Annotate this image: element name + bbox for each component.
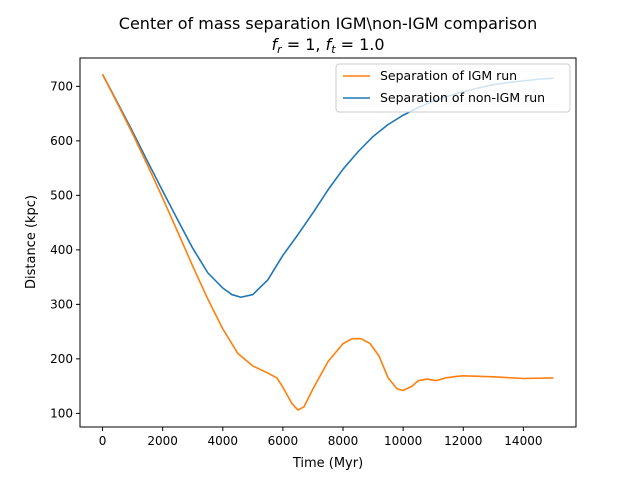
x-tick-label: 14000 [504,434,542,448]
x-tick-label: 0 [99,434,107,448]
x-tick-label: 6000 [268,434,299,448]
fr-subscript: r [277,43,283,56]
y-tick-label: 100 [50,406,73,420]
ft-symbol: f [326,35,334,54]
y-tick-label: 400 [50,243,73,257]
y-tick-label: 300 [50,297,73,311]
fr-value: = 1, [282,35,326,54]
x-axis-label: Time (Myr) [292,456,363,471]
series-line-igm [101,73,554,411]
x-tick-label: 8000 [328,434,359,448]
ft-value: = 1.0 [336,35,385,54]
plot-lines [101,73,554,411]
legend: Separation of IGM run Separation of non-… [335,63,571,113]
y-tick-label: 200 [50,352,73,366]
x-tick-label: 10000 [384,434,422,448]
y-axis-ticks: 100 200 300 400 500 600 700 [50,79,80,420]
y-axis-label: Distance (kpc) [24,195,39,289]
x-tick-label: 12000 [444,434,482,448]
legend-box [335,63,571,113]
y-tick-label: 600 [50,134,73,148]
x-tick-label: 2000 [147,434,178,448]
legend-label-igm: Separation of IGM run [380,68,517,83]
chart-subtitle: fr = 1, ft = 1.0 [271,35,384,56]
y-tick-label: 700 [50,79,73,93]
y-tick-label: 500 [50,188,73,202]
x-tick-label: 4000 [208,434,239,448]
x-axis-ticks: 0 2000 4000 6000 8000 10000 12000 14000 [99,427,542,448]
plot-frame [79,57,577,428]
chart-title: Center of mass separation IGM\non-IGM co… [119,14,537,33]
legend-label-non-igm: Separation of non-IGM run [380,90,545,105]
fr-symbol: f [271,35,279,54]
ft-subscript: t [331,43,336,56]
